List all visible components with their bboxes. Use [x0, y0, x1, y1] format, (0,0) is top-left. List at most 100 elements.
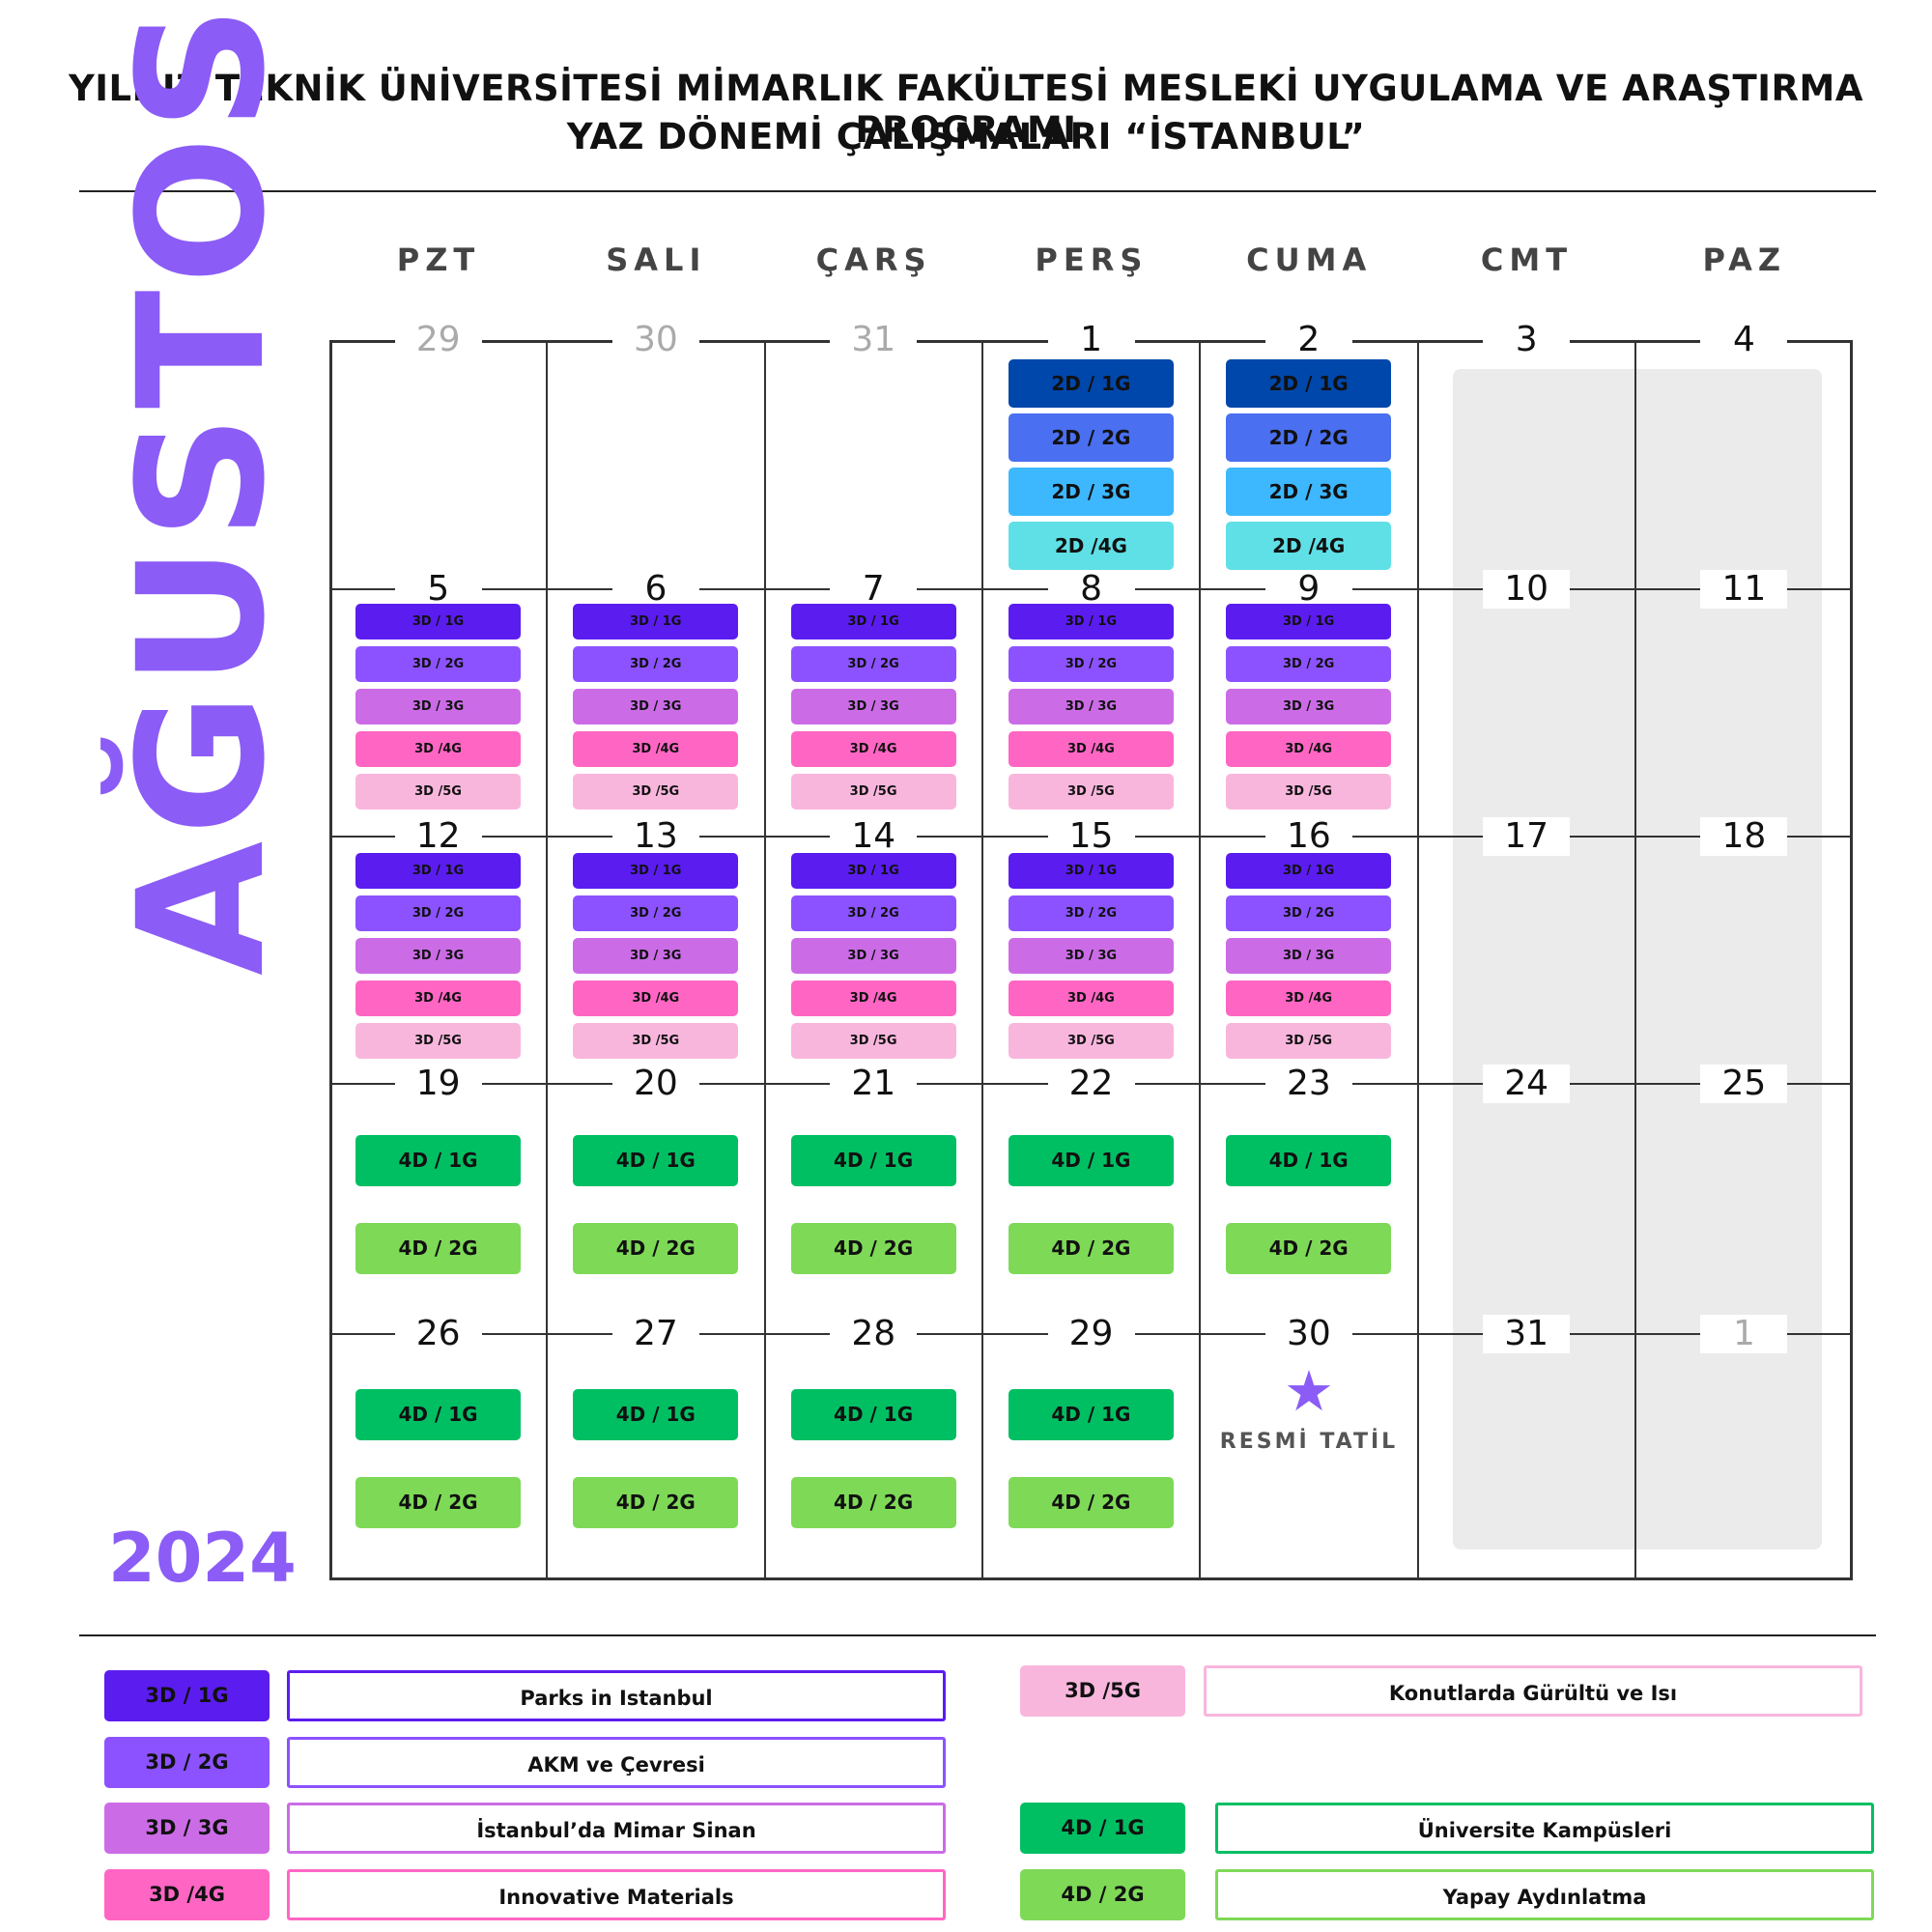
group-pill-4d: 4D / 2G	[355, 1477, 521, 1528]
weekday-header: SALI	[606, 242, 707, 278]
column-divider	[546, 340, 549, 1580]
group-pill-3d: 3D / 1G	[355, 853, 521, 889]
group-pill-3d: 3D / 3G	[790, 938, 956, 974]
group-pill-2d: 2D / 1G	[1008, 359, 1174, 408]
group-pill-3d: 3D / 1G	[1226, 604, 1392, 639]
day-number: 20	[611, 1065, 699, 1103]
group-pill-3d: 3D / 3G	[355, 938, 521, 974]
column-divider	[1416, 340, 1419, 1580]
group-pill-4d: 4D / 1G	[1008, 1135, 1174, 1186]
legend-code: 4D / 2G	[1020, 1869, 1185, 1920]
day-number: 29	[1047, 1315, 1135, 1353]
day-number: 31	[1483, 1315, 1571, 1353]
day-number: 21	[830, 1065, 918, 1103]
group-pill-3d: 3D / 2G	[573, 895, 739, 931]
day-number: 24	[1483, 1065, 1571, 1103]
group-pill-4d: 4D / 1G	[790, 1389, 956, 1440]
group-pill-3d: 3D /4G	[1226, 980, 1392, 1016]
legend-label: Yapay Aydınlatma	[1215, 1869, 1874, 1920]
column-divider	[980, 340, 983, 1580]
group-pill-3d: 3D / 1G	[1226, 853, 1392, 889]
column-divider	[763, 340, 766, 1580]
group-pill-3d: 3D /4G	[1008, 980, 1174, 1016]
group-pill-3d: 3D / 2G	[1226, 895, 1392, 931]
weekday-header: PAZ	[1702, 242, 1787, 278]
page-title-line-2: YAZ DÖNEMİ ÇALIŞMALARI “İSTANBUL”	[566, 116, 1366, 157]
group-pill-4d: 4D / 1G	[1226, 1135, 1392, 1186]
day-number: 14	[830, 817, 918, 856]
group-pill-2d: 2D / 3G	[1008, 468, 1174, 516]
group-pill-4d: 4D / 1G	[1008, 1389, 1174, 1440]
star-icon: ★	[1284, 1358, 1334, 1424]
group-pill-4d: 4D / 1G	[790, 1135, 956, 1186]
bottom-divider	[79, 1634, 1876, 1636]
legend-label: Parks in Istanbul	[287, 1670, 946, 1721]
group-pill-3d: 3D / 2G	[1226, 646, 1392, 682]
legend-code: 4D / 1G	[1020, 1803, 1185, 1854]
group-pill-3d: 3D /5G	[790, 774, 956, 810]
day-number: 2	[1264, 321, 1352, 359]
group-pill-3d: 3D / 1G	[790, 853, 956, 889]
group-pill-3d: 3D /5G	[1226, 774, 1392, 810]
group-pill-3d: 3D / 2G	[355, 895, 521, 931]
column-divider	[1199, 340, 1202, 1580]
group-pill-2d: 2D / 2G	[1226, 413, 1392, 462]
group-pill-4d: 4D / 2G	[1008, 1477, 1174, 1528]
group-pill-3d: 3D / 3G	[355, 689, 521, 724]
day-number: 16	[1264, 817, 1352, 856]
weekday-header: PERŞ	[1035, 242, 1149, 278]
weekday-header: PZT	[396, 242, 481, 278]
day-number: 27	[611, 1315, 699, 1353]
group-pill-2d: 2D / 2G	[1008, 413, 1174, 462]
group-pill-3d: 3D / 3G	[790, 689, 956, 724]
legend-code: 3D / 1G	[104, 1670, 270, 1721]
group-pill-3d: 3D / 3G	[1226, 689, 1392, 724]
month-name: AĞUSTOS	[101, 0, 303, 976]
day-number: 28	[830, 1315, 918, 1353]
group-pill-3d: 3D /5G	[1008, 774, 1174, 810]
group-pill-3d: 3D / 1G	[573, 853, 739, 889]
day-number: 4	[1700, 321, 1788, 359]
legend-label: Konutlarda Gürültü ve Isı	[1204, 1665, 1862, 1717]
group-pill-4d: 4D / 2G	[790, 1477, 956, 1528]
group-pill-4d: 4D / 2G	[1008, 1223, 1174, 1274]
weekday-header: ÇARŞ	[815, 242, 932, 278]
group-pill-3d: 3D /4G	[1008, 731, 1174, 767]
group-pill-3d: 3D /5G	[355, 774, 521, 810]
group-pill-3d: 3D /4G	[355, 980, 521, 1016]
legend-label: Üniversite Kampüsleri	[1215, 1803, 1874, 1854]
group-pill-3d: 3D / 1G	[573, 604, 739, 639]
group-pill-3d: 3D /4G	[1226, 731, 1392, 767]
day-number: 3	[1483, 321, 1571, 359]
group-pill-3d: 3D / 3G	[1226, 938, 1392, 974]
group-pill-3d: 3D /5G	[355, 1023, 521, 1059]
day-number: 26	[394, 1315, 482, 1353]
group-pill-4d: 4D / 1G	[355, 1389, 521, 1440]
group-pill-3d: 3D /4G	[790, 731, 956, 767]
weekday-header: CUMA	[1246, 242, 1373, 278]
group-pill-3d: 3D /4G	[573, 731, 739, 767]
group-pill-3d: 3D / 1G	[790, 604, 956, 639]
group-pill-3d: 3D /5G	[573, 1023, 739, 1059]
group-pill-3d: 3D /5G	[790, 1023, 956, 1059]
group-pill-3d: 3D / 2G	[1008, 895, 1174, 931]
day-number: 1	[1047, 321, 1135, 359]
day-number: 17	[1483, 817, 1571, 856]
day-number: 13	[611, 817, 699, 856]
group-pill-3d: 3D /5G	[1008, 1023, 1174, 1059]
group-pill-3d: 3D / 2G	[355, 646, 521, 682]
day-number: 25	[1700, 1065, 1788, 1103]
group-pill-4d: 4D / 2G	[1226, 1223, 1392, 1274]
year-label: 2024	[108, 1519, 297, 1598]
group-pill-3d: 3D /4G	[573, 980, 739, 1016]
group-pill-3d: 3D / 2G	[1008, 646, 1174, 682]
day-number: 30	[611, 321, 699, 359]
legend-code: 3D /4G	[104, 1869, 270, 1920]
group-pill-3d: 3D / 3G	[1008, 689, 1174, 724]
group-pill-4d: 4D / 1G	[573, 1135, 739, 1186]
group-pill-2d: 2D /4G	[1226, 522, 1392, 570]
group-pill-3d: 3D /4G	[790, 980, 956, 1016]
day-number: 22	[1047, 1065, 1135, 1103]
legend-label: Innovative Materials	[287, 1869, 946, 1920]
group-pill-4d: 4D / 2G	[355, 1223, 521, 1274]
